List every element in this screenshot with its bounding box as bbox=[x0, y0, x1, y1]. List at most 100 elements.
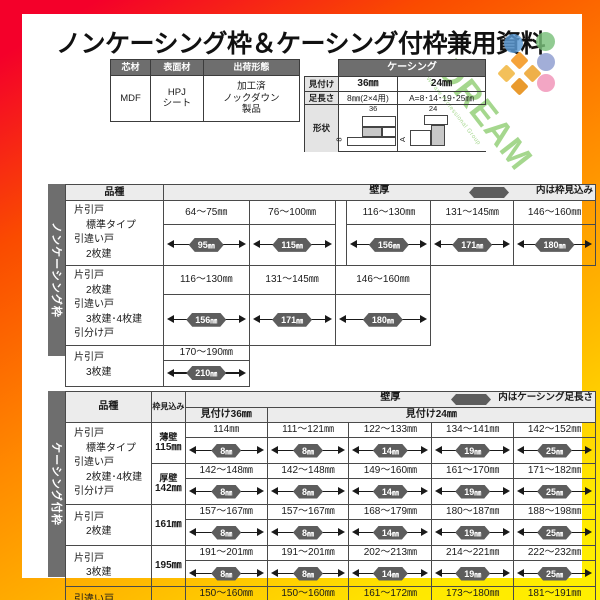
non-casing-frame-block: ノンケーシング枠 品種 壁厚 内は枠見込み bbox=[48, 184, 597, 387]
range-cell: 181～191㎜ bbox=[513, 586, 596, 600]
table-row bbox=[110, 120, 300, 127]
dimension-pill: 115㎜ bbox=[272, 238, 312, 252]
range-cell: 142～148㎜ bbox=[184, 463, 268, 479]
dimension-cell: 156㎜ bbox=[162, 294, 250, 346]
range-cell: 191～201㎜ bbox=[184, 545, 268, 561]
range-cell: 170～190㎜ bbox=[162, 344, 250, 361]
dimension-pill: 14㎜ bbox=[373, 485, 408, 499]
spec-header-core: 芯材 bbox=[109, 59, 152, 76]
table-row: 8㎜ 8㎜ 14㎜ 19㎜ 25㎜ bbox=[66, 560, 596, 587]
dimension-cell: 115㎜ bbox=[248, 223, 336, 267]
dimension-pill: 19㎜ bbox=[455, 444, 490, 458]
depth-cell: 154㎜ bbox=[150, 586, 186, 600]
range-cell: 146～160㎜ bbox=[334, 264, 432, 296]
casing-frame-block: ケーシング付枠 品種 枠見込み 壁厚 内はケーシング足長さ bbox=[48, 391, 597, 600]
table-row: 片引戸 3枚建 195㎜ 191～201㎜ 191～201㎜ 202～213㎜ … bbox=[65, 545, 596, 587]
range-cell: 64～75㎜ bbox=[162, 200, 250, 225]
wall-thickness-label: 壁厚 bbox=[380, 392, 401, 403]
spec-surface-line1: HPJ bbox=[167, 86, 186, 98]
table-row: 見付け 36㎜ 24㎜ bbox=[304, 76, 487, 92]
legend-text: 内はケーシング足長さ bbox=[498, 392, 593, 403]
range-cell: 146～160㎜ bbox=[513, 200, 596, 225]
spec-value-core: MDF bbox=[109, 74, 152, 122]
dimension-cell: 14㎜ bbox=[348, 437, 433, 464]
dimension-pill: 8㎜ bbox=[293, 526, 323, 540]
table-row: 芯材 表面材 出荷形態 bbox=[109, 59, 301, 76]
spec-footer-rule bbox=[110, 120, 151, 127]
kind-cell: 片引戸 2枚建 bbox=[65, 504, 152, 546]
range-cell: 202～213㎜ bbox=[348, 545, 433, 561]
range-cell: 149～160㎜ bbox=[348, 463, 433, 479]
dimension-pill: 25㎜ bbox=[537, 567, 572, 581]
wall-thickness-label: 壁厚 bbox=[369, 185, 390, 196]
col-header-kind: 品種 bbox=[65, 184, 164, 201]
profile-36-top-dim: 36 bbox=[369, 104, 378, 114]
dimension-cell: 210㎜ bbox=[162, 359, 250, 387]
range-cell: 180～187㎜ bbox=[431, 504, 515, 520]
casing-frame-table: 品種 枠見込み 壁厚 内はケーシング足長さ 見付け36㎜ 見付け24㎜ bbox=[65, 391, 597, 600]
range-cell: 142～152㎜ bbox=[513, 422, 596, 438]
range-cell: 191～201㎜ bbox=[266, 545, 350, 561]
range-cell: 134～141㎜ bbox=[431, 422, 515, 438]
spec-form-line1: 加工済 bbox=[237, 81, 266, 93]
dimension-pill: 25㎜ bbox=[537, 485, 572, 499]
profile-24-top-dim: 24 bbox=[428, 104, 438, 114]
col-header-wall: 壁厚 内は枠見込み bbox=[162, 184, 597, 201]
depth-label: 厚壁 bbox=[159, 473, 178, 484]
profile-36-side-dim: 8 bbox=[334, 137, 344, 142]
range-cell: 157～167㎜ bbox=[184, 504, 268, 520]
spec-value-form: 加工済 ノックダウン 製品 bbox=[202, 74, 301, 122]
casing-profile-36: 36 8 bbox=[335, 104, 398, 153]
dimension-cell: 25㎜ bbox=[513, 519, 596, 546]
table-row: 片引戸 3枚建 170～190㎜ bbox=[65, 344, 596, 387]
range-cell: 214～221㎜ bbox=[431, 545, 515, 561]
dimension-pill: 19㎜ bbox=[455, 485, 490, 499]
dimension-pill: 14㎜ bbox=[373, 526, 408, 540]
depth-cell: 厚壁 142㎜ bbox=[150, 463, 186, 505]
spec-header-form: 出荷形態 bbox=[202, 59, 301, 76]
dimension-pill: 14㎜ bbox=[373, 567, 408, 581]
dimension-cell: 156㎜ bbox=[346, 223, 432, 267]
dimension-pill: 8㎜ bbox=[293, 485, 323, 499]
dimension-pill: 156㎜ bbox=[186, 313, 226, 327]
spec-form-line2: ノックダウン bbox=[223, 92, 280, 104]
range-cell: 131～145㎜ bbox=[248, 264, 336, 296]
range-cell: 157～167㎜ bbox=[266, 504, 350, 520]
depth-cell: 195㎜ bbox=[150, 545, 186, 587]
legend-pill-icon bbox=[451, 394, 491, 405]
dimension-pill: 180㎜ bbox=[363, 313, 403, 327]
dimension-cell: 25㎜ bbox=[513, 478, 596, 505]
table-row: 8㎜ 8㎜ 14㎜ 19㎜ 25㎜ bbox=[66, 519, 596, 546]
casing-ashinagasa-36: 8㎜(2×4用) bbox=[338, 90, 398, 106]
material-spec-table: 芯材 表面材 出荷形態 MDF HPJ シート 加工済 ノックダウン 製品 bbox=[109, 59, 301, 127]
dimension-pill: 8㎜ bbox=[211, 444, 241, 458]
table-row: 片引戸 標準タイプ 引違い戸 2枚建 64～75㎜ 76～100㎜ 116～13… bbox=[65, 200, 596, 266]
dimension-pill: 8㎜ bbox=[211, 526, 241, 540]
profile-24-side-dim: A bbox=[397, 137, 407, 143]
dimension-cell: 19㎜ bbox=[431, 560, 515, 587]
dimension-cell: 8㎜ bbox=[184, 437, 268, 464]
table-row: 片引戸 標準タイプ 引違い戸 2枚建･4枚建 引分け戸 薄壁 115㎜ 114㎜… bbox=[65, 422, 596, 505]
spacer-cell bbox=[335, 201, 347, 266]
spec-header-surface: 表面材 bbox=[150, 59, 204, 76]
brand-diamond-icon bbox=[497, 51, 542, 96]
range-cell: 173～180㎜ bbox=[431, 586, 515, 600]
kind-cell: 片引戸 標準タイプ 引違い戸 2枚建･4枚建 引分け戸 bbox=[65, 422, 152, 505]
range-cell: 150～160㎜ bbox=[266, 586, 350, 600]
casing-mitsuke-24: 24㎜ bbox=[396, 76, 487, 92]
range-cell: 171～182㎜ bbox=[513, 463, 596, 479]
dimension-pill: 8㎜ bbox=[293, 567, 323, 581]
non-casing-frame-table: 品種 壁厚 内は枠見込み 片引戸 標準タイプ 引違い戸 bbox=[65, 184, 597, 387]
range-cell: 122～133㎜ bbox=[348, 422, 433, 438]
dimension-pill: 95㎜ bbox=[189, 238, 224, 252]
kind-cell: 片引戸 標準タイプ 引違い戸 2枚建 bbox=[65, 200, 164, 266]
dimension-pill: 8㎜ bbox=[211, 485, 241, 499]
legend-pill-icon bbox=[469, 187, 509, 198]
range-cell: 142～148㎜ bbox=[266, 463, 350, 479]
dimension-pill: 19㎜ bbox=[455, 567, 490, 581]
brand-dot-pink-icon bbox=[537, 74, 555, 92]
table-row: 形状 36 8 24 A bbox=[304, 104, 486, 153]
spacer-cell bbox=[431, 266, 514, 346]
dimension-pill: 171㎜ bbox=[272, 313, 312, 327]
